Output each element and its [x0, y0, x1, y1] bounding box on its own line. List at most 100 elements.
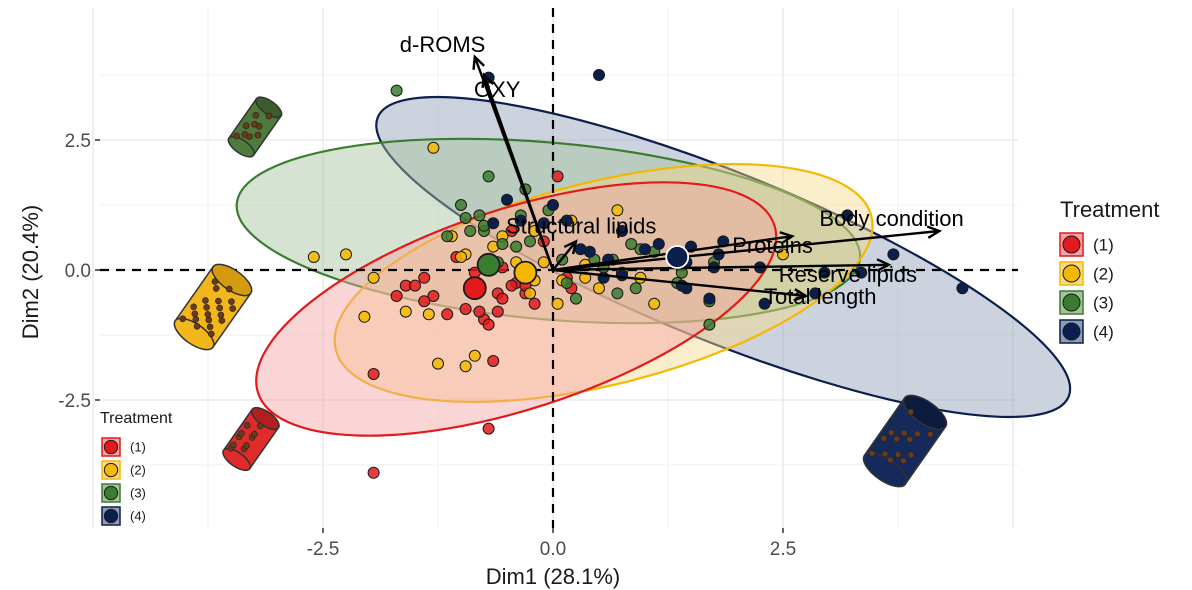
centroid-group-2 [513, 260, 538, 285]
group-centroids [462, 245, 690, 301]
data-point [455, 199, 467, 211]
data-point [427, 141, 440, 154]
tube-pellet [233, 132, 240, 140]
variable-label: Body condition [819, 206, 963, 231]
data-point [524, 235, 536, 248]
data-point [611, 204, 624, 217]
tube-pellet [907, 451, 915, 459]
arrow-head [876, 258, 892, 272]
individual-points [307, 69, 969, 479]
tube-cap [902, 394, 948, 431]
x-tick-label: 0.0 [540, 539, 566, 560]
tube-pellet [251, 120, 258, 128]
legend-key-dot [103, 439, 119, 455]
tube-pellet [202, 297, 209, 304]
tube-cap [255, 96, 283, 119]
tube-pellet [228, 298, 235, 305]
data-point [758, 297, 771, 310]
tube-pellet [906, 436, 914, 443]
data-point [496, 292, 509, 305]
data-point [593, 282, 605, 295]
data-point [510, 240, 523, 253]
tube-pellet [203, 304, 210, 311]
data-point [501, 193, 513, 206]
legend-key-dot [103, 485, 119, 501]
data-point [482, 318, 495, 331]
tube-pellet [900, 457, 907, 464]
tube-pellet [211, 278, 219, 285]
variable-label: Total length [764, 284, 877, 309]
data-point [307, 251, 320, 263]
data-point [616, 225, 628, 237]
y-axis-title: Dim2 (20.4%) [18, 205, 43, 339]
data-point [459, 212, 472, 224]
tube-pellet [265, 112, 273, 120]
tube-pellet [252, 112, 260, 119]
data-point [473, 209, 486, 222]
y-tick-label: 0.0 [65, 261, 91, 282]
tube-pellet [888, 429, 895, 436]
arrow-head [926, 225, 943, 239]
tube-pellet [881, 450, 889, 458]
data-point [514, 214, 527, 227]
arrow-total-length [552, 268, 807, 298]
arrow-reserve-lipids [552, 263, 889, 272]
centroid-group-1 [462, 276, 487, 301]
data-point [459, 303, 472, 315]
data-point [537, 217, 550, 230]
tube-pellet [238, 430, 245, 437]
tube-pellet [243, 422, 251, 429]
data-point [491, 305, 504, 318]
legend-entry-label: (2) [130, 463, 146, 478]
legend-entry-label: (1) [1093, 235, 1114, 254]
tube-pellet [887, 456, 894, 464]
data-point [574, 243, 587, 256]
legend-entry-label: (3) [1093, 293, 1114, 312]
tube-pellet [206, 323, 214, 331]
tube-icon-3 [227, 96, 283, 158]
data-point [487, 217, 500, 230]
data-point [505, 225, 518, 237]
arrow-head [793, 288, 809, 302]
data-point [427, 290, 440, 302]
legend-right: Treatment (1) (2) (3) (4) [1059, 197, 1159, 344]
data-point [367, 466, 380, 479]
centroid-group-4 [665, 245, 690, 269]
tube-pellet [192, 316, 200, 323]
data-point [570, 292, 582, 305]
variable-label: Structural lipids [506, 213, 656, 238]
data-point [703, 318, 716, 331]
data-point [409, 279, 421, 292]
legend-inset: Treatment (1) (2) (3) (4) [100, 410, 173, 526]
variable-label: d-ROMS [400, 32, 486, 57]
data-point [777, 248, 789, 261]
tube-pellet [217, 311, 225, 319]
tube-pellet [204, 311, 212, 318]
tube-pellet [251, 430, 258, 438]
legend-key-dot [1062, 264, 1081, 283]
tube-pellet [893, 435, 901, 443]
legend-key-dot [1062, 235, 1081, 254]
data-point [418, 271, 431, 284]
data-point [468, 349, 481, 362]
data-point [441, 308, 454, 321]
tube-pellet [193, 323, 201, 330]
data-point [551, 297, 564, 310]
legend-key-dot [1062, 293, 1081, 312]
tube-pellet [894, 451, 902, 458]
data-point [629, 282, 642, 295]
data-point [367, 271, 380, 284]
tube-pellet [242, 122, 250, 129]
data-point [956, 282, 969, 295]
tube-pellet [212, 285, 220, 292]
data-point [505, 279, 518, 292]
data-point [855, 266, 868, 279]
data-point [459, 360, 472, 373]
tube-icon-2 [173, 263, 253, 351]
axes: Dim1 (28.1%) Dim2 (20.4%) -2.5 0.0 2.5 -2.5… [18, 131, 796, 589]
tube-pellet [207, 330, 215, 338]
legend-entry-label: (3) [130, 486, 146, 501]
data-point [616, 269, 628, 282]
data-point [418, 295, 431, 308]
